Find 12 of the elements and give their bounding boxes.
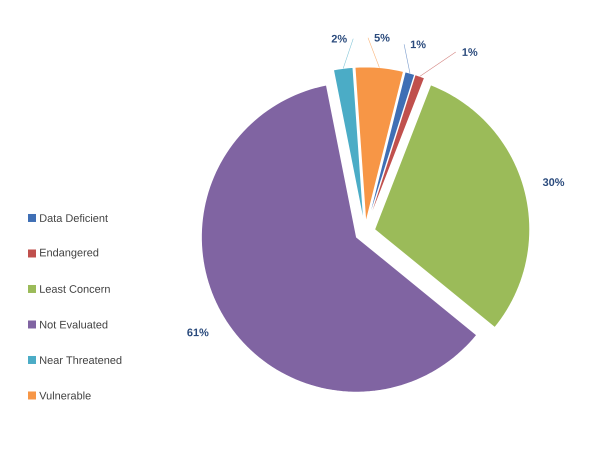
legend-label: Vulnerable xyxy=(39,391,91,400)
legend-label: Not Evaluated xyxy=(40,320,108,329)
data-label: 5% xyxy=(374,34,390,42)
data-label: 1% xyxy=(410,40,426,48)
data-label: 1% xyxy=(462,48,478,56)
legend-label: Data Deficient xyxy=(40,214,108,222)
legend-label: Near Threatened xyxy=(40,356,122,364)
data-label: 30% xyxy=(542,178,564,186)
legend-label: Endangered xyxy=(40,248,98,259)
data-label: 2% xyxy=(332,34,347,43)
data-label: 61% xyxy=(187,328,209,336)
legend-label: Least Concern xyxy=(40,285,110,293)
